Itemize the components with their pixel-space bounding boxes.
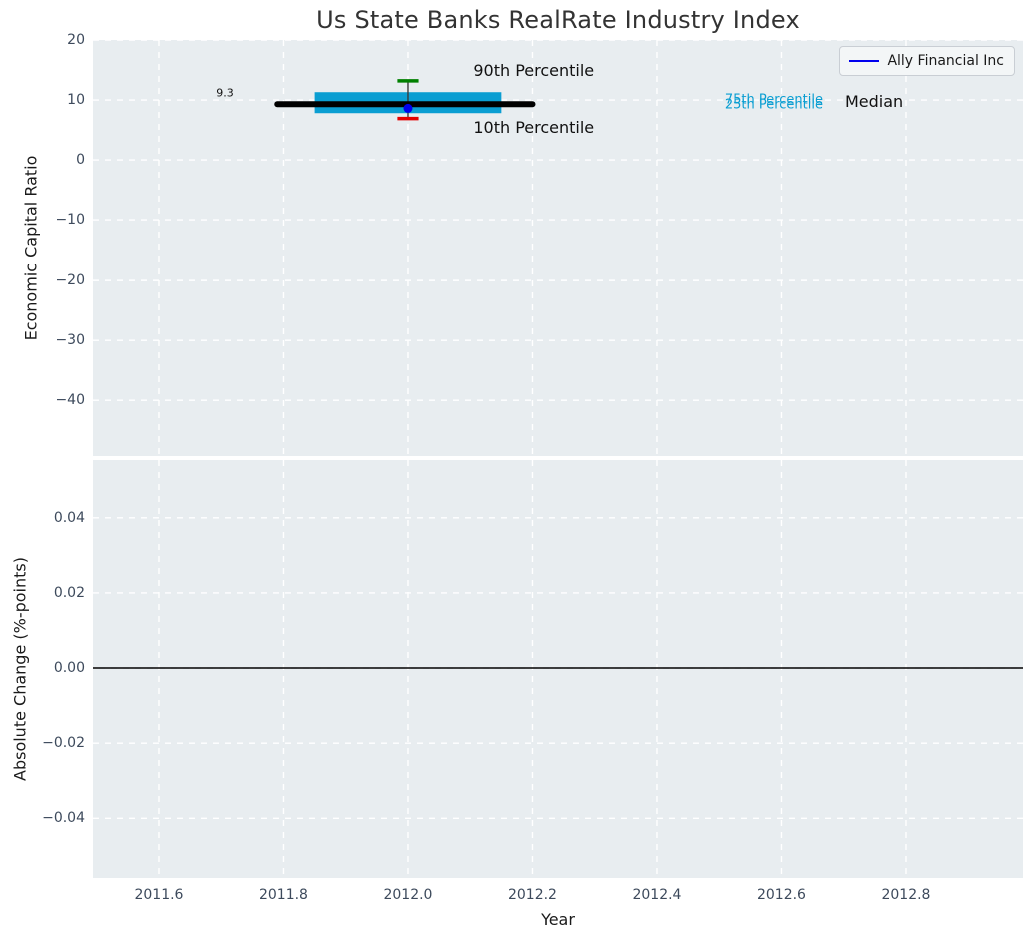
x-tick-label: 2012.6: [756, 887, 806, 903]
y-tick-label: −40: [55, 392, 85, 409]
economic-capital-ratio-plot: 90th Percentile 10th Percentile 75th Per…: [93, 40, 1023, 456]
legend: Ally Financial Inc: [839, 46, 1015, 76]
legend-line-sample: [849, 60, 880, 62]
x-axis-label: Year: [541, 910, 575, 929]
x-tick-label: 2011.8: [258, 887, 308, 903]
legend-series-label: Ally Financial Inc: [887, 53, 1004, 69]
annotation-median-value: 9.3: [216, 86, 234, 100]
annotation-10th-percentile: 10th Percentile: [473, 118, 595, 138]
y-tick-label: 10: [67, 92, 85, 109]
x-tick-label: 2012.0: [383, 887, 433, 903]
company-data-point: [403, 103, 413, 113]
x-tick-label: 2012.8: [881, 887, 931, 903]
annotation-median: Median: [844, 92, 904, 111]
y-axis-label-bottom: Absolute Change (%-points): [10, 557, 30, 781]
x-tick-label: 2012.4: [632, 887, 682, 903]
y-tick-label: 0.04: [53, 509, 85, 526]
annotation-90th-percentile: 90th Percentile: [473, 61, 595, 81]
y-tick-label: −20: [55, 272, 85, 289]
absolute-change-plot: [93, 460, 1023, 878]
absolute-change-canvas: [93, 460, 1023, 878]
y-tick-label: 20: [67, 32, 85, 48]
chart-title: Us State Banks RealRate Industry Index: [316, 6, 800, 34]
y-axis-label-top: Economic Capital Ratio: [21, 155, 41, 341]
y-tick-label: 0: [76, 152, 85, 169]
x-tick-label: 2011.6: [134, 887, 184, 903]
y-tick-label: −0.02: [42, 735, 85, 752]
x-tick-label: 2012.2: [507, 887, 557, 903]
y-tick-label: −30: [55, 332, 85, 349]
box-whisker-plot-canvas: [93, 40, 1023, 456]
y-tick-label: −10: [55, 212, 85, 229]
annotation-25th-percentile: 25th Percentile: [724, 97, 823, 113]
y-tick-label: −0.04: [42, 810, 85, 827]
y-tick-label: 0.00: [53, 660, 85, 677]
annotation-75th-percentile: 75th Percentile: [724, 92, 823, 108]
y-tick-label: 0.02: [53, 584, 85, 601]
